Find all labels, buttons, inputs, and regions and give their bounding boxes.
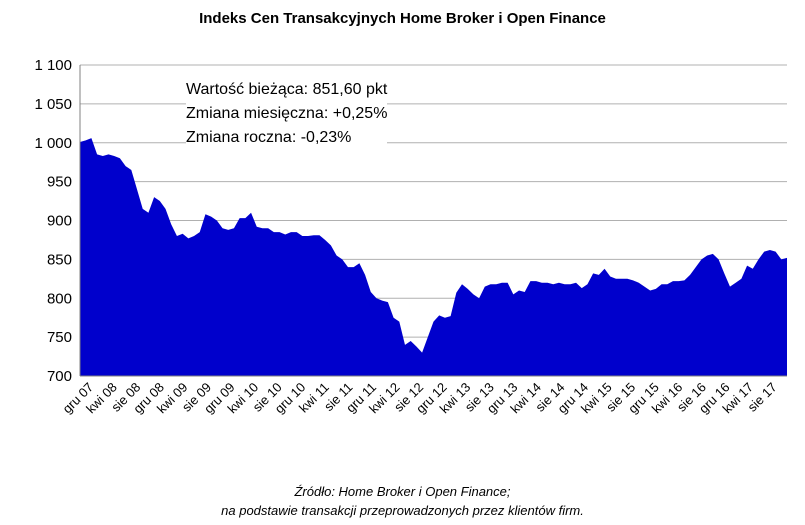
current-value-label: Wartość bieżąca: 851,60 pkt: [186, 78, 388, 102]
source-line-1: Źródło: Home Broker i Open Finance;: [294, 484, 511, 499]
y-tick-label: 850: [47, 251, 72, 268]
y-tick-label: 1 000: [34, 135, 72, 152]
y-tick-label: 800: [47, 290, 72, 307]
info-box: Wartość bieżąca: 851,60 pkt Zmiana miesi…: [186, 78, 388, 150]
y-tick-label: 900: [47, 213, 72, 230]
monthly-change-label: Zmiana miesięczna: +0,25%: [186, 102, 388, 126]
y-tick-label: 1 100: [34, 57, 72, 74]
y-axis-ticks: 1 100 1 050 1 000 950 900 850 800 750 700: [34, 57, 72, 385]
source-note: Źródło: Home Broker i Open Finance; na p…: [0, 482, 805, 520]
yearly-change-label: Zmiana roczna: -0,23%: [186, 126, 388, 150]
y-tick-label: 700: [47, 368, 72, 385]
y-tick-label: 750: [47, 329, 72, 346]
series-area: [80, 138, 787, 376]
y-tick-label: 1 050: [34, 96, 72, 113]
series-area-path: [80, 138, 787, 376]
source-line-2: na podstawie transakcji przeprowadzonych…: [221, 503, 584, 518]
y-tick-label: 950: [47, 174, 72, 191]
axes: [79, 65, 787, 377]
chart-title: Indeks Cen Transakcyjnych Home Broker i …: [199, 10, 606, 27]
